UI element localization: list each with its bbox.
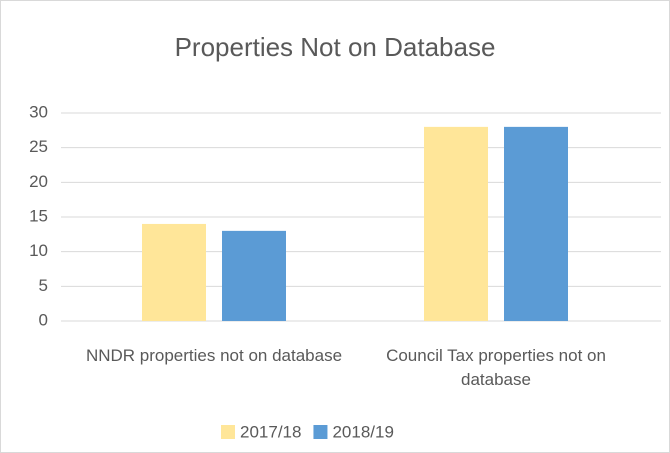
legend-label: 2018/19	[332, 422, 393, 441]
y-tick-label: 10	[29, 241, 48, 260]
bar	[504, 126, 568, 321]
x-tick-label: Council Tax properties not on database	[386, 346, 606, 389]
y-tick-label: 30	[29, 102, 48, 121]
legend-swatch	[313, 425, 328, 439]
bar	[222, 230, 286, 321]
chart-title: Properties Not on Database	[175, 32, 496, 62]
bar	[424, 126, 488, 321]
bar	[142, 223, 206, 321]
y-tick-label: 20	[29, 172, 48, 191]
x-tick-label: NNDR properties not on database	[85, 346, 343, 365]
y-tick-label: 0	[39, 310, 48, 329]
legend-swatch	[221, 425, 235, 439]
legend-label: 2017/18	[240, 422, 301, 441]
y-tick-label: 15	[29, 206, 48, 225]
y-tick-label: 25	[29, 137, 48, 156]
y-tick-label: 5	[39, 276, 48, 295]
